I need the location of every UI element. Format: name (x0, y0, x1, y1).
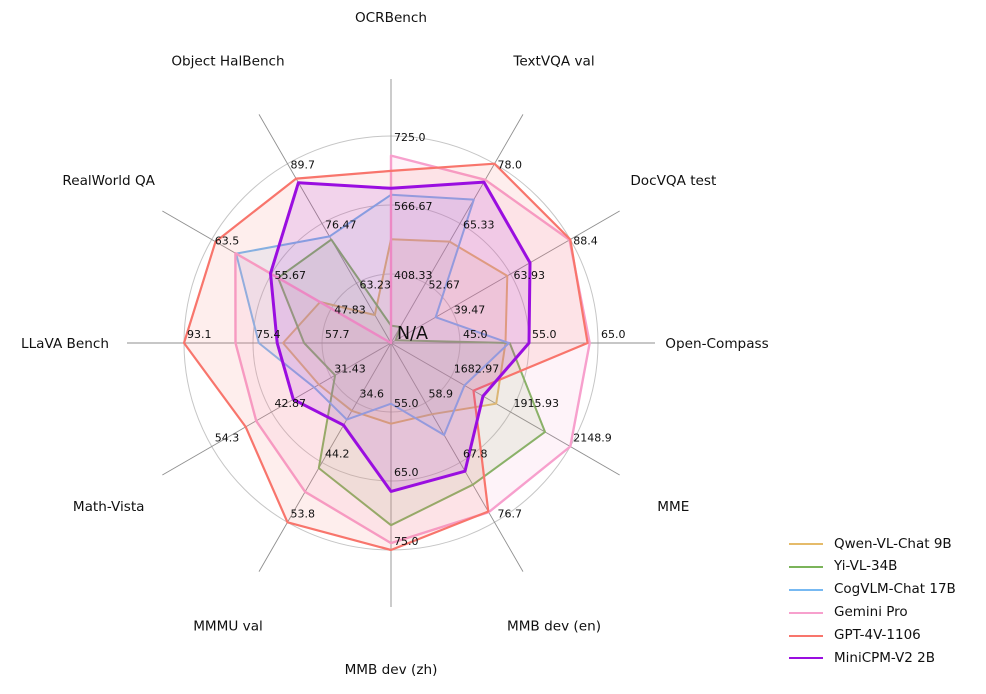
axis-spoke (258, 114, 392, 344)
tick-label: 2148.9 (573, 432, 612, 445)
legend-label: GPT-4V-1106 (834, 626, 921, 643)
legend-label: MiniCPM-V2 2B (834, 649, 935, 666)
legend-swatch (789, 588, 823, 591)
legend-item: MiniCPM-V2 2B (789, 647, 956, 670)
tick-label: 63.93 (514, 269, 546, 282)
tick-label: 76.7 (498, 507, 523, 520)
axis-labels: OCRBench TextVQA val DocVQA test Open-Compa… (21, 10, 769, 678)
tick-label: 75.0 (394, 535, 419, 548)
legend: Qwen-VL-Chat 9B Yi-VL-34B CogVLM-Chat 17B G… (789, 533, 956, 670)
tick-label: 47.83 (334, 304, 366, 317)
tick-label: 63.23 (360, 278, 392, 291)
legend-swatch (789, 543, 823, 546)
tick-label: 725.0 (394, 131, 426, 144)
tick-label: 76.47 (325, 218, 357, 231)
tick-label: 31.43 (334, 362, 366, 375)
legend-item: GPT-4V-1106 (789, 624, 956, 647)
legend-swatch (789, 566, 823, 569)
legend-item: Gemini Pro (789, 601, 956, 624)
tick-label: 88.4 (573, 235, 598, 248)
axis-label: DocVQA test (630, 173, 716, 189)
tick-label: 89.7 (291, 159, 316, 172)
legend-item: Yi-VL-34B (789, 556, 956, 579)
tick-label: 52.67 (428, 278, 460, 291)
tick-label: 44.2 (325, 448, 350, 461)
legend-label: CogVLM-Chat 17B (834, 581, 956, 598)
axis-label: TextVQA val (512, 54, 594, 70)
axis-spoke (390, 114, 524, 344)
axis-spoke (390, 342, 620, 476)
tick-label: 55.67 (274, 269, 306, 282)
tick-label: 65.33 (463, 218, 495, 231)
tick-label: 39.47 (454, 304, 486, 317)
tick-label: 408.33 (394, 269, 433, 282)
tick-label: 57.7 (325, 328, 350, 341)
legend-label: Yi-VL-34B (834, 558, 898, 575)
tick-label: 58.9 (428, 388, 453, 401)
tick-label: 93.1 (187, 328, 212, 341)
legend-swatch (789, 634, 823, 637)
tick-label: 55.0 (532, 328, 557, 341)
tick-label: 78.0 (498, 159, 523, 172)
axis-label: LLaVA Bench (21, 336, 109, 352)
tick-label: 55.0 (394, 397, 419, 410)
tick-label: 63.5 (215, 235, 240, 248)
series-polygons (182, 154, 591, 552)
tick-label: 1915.93 (514, 397, 560, 410)
axis-label: MME (657, 499, 689, 515)
legend-swatch (789, 611, 823, 614)
tick-label: 45.0 (463, 328, 488, 341)
tick-label: 566.67 (394, 200, 433, 213)
legend-label: Gemini Pro (834, 604, 908, 621)
tick-label: 54.3 (215, 432, 240, 445)
axis-label: RealWorld QA (62, 173, 155, 189)
axis-label: Math-Vista (73, 499, 145, 515)
axis-label: MMB dev (zh) (345, 662, 438, 678)
legend-item: CogVLM-Chat 17B (789, 579, 956, 602)
legend-swatch (789, 657, 823, 660)
axis-spoke (390, 342, 524, 572)
legend-label: Qwen-VL-Chat 9B (834, 535, 952, 552)
tick-label: 34.6 (360, 388, 385, 401)
center-label: N/A (397, 324, 428, 344)
axis-label: MMMU val (193, 618, 263, 634)
tick-label: 1682.97 (454, 362, 500, 375)
axis-spoke (162, 342, 392, 476)
series-polygon-minicpm-v2-2b (269, 180, 532, 493)
tick-label: 53.8 (291, 507, 316, 520)
axis-spoke (390, 210, 620, 344)
tick-labels: 725.0 566.67 408.33 78.0 65.33 52.67 88.4 63.93… (187, 131, 626, 548)
axis-label: OCRBench (355, 10, 427, 26)
tick-label: 67.8 (463, 448, 488, 461)
axis-spoke (258, 342, 392, 572)
axis-label: Open-Compass (665, 336, 768, 352)
axis-label: MMB dev (en) (507, 618, 601, 634)
legend-item: Qwen-VL-Chat 9B (789, 533, 956, 556)
series-polygon-gpt-4v-1106 (182, 162, 589, 552)
tick-label: 75.4 (256, 328, 281, 341)
axis-label: Object HalBench (171, 54, 284, 70)
tick-label: 65.0 (394, 466, 419, 479)
tick-label: 42.87 (274, 397, 306, 410)
tick-label: 65.0 (601, 328, 626, 341)
